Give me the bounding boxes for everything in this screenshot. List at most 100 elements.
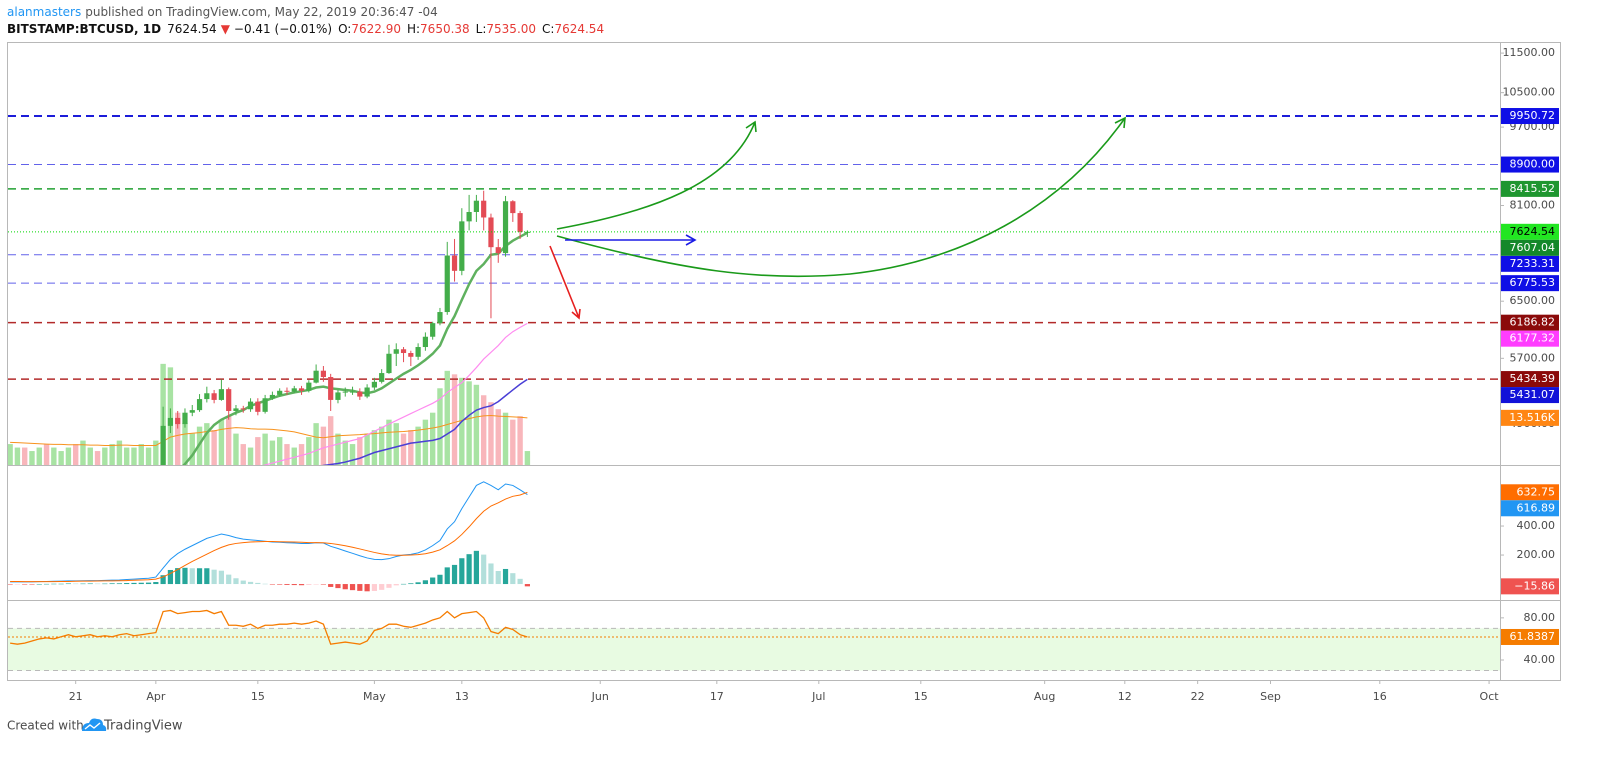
candle-body [218, 389, 225, 400]
histogram-bar [109, 583, 115, 585]
histogram-bar [524, 584, 530, 587]
volume-bar [415, 426, 421, 465]
candle-body [262, 398, 268, 412]
volume-bar [123, 447, 130, 465]
h: 7650.38 [420, 22, 470, 36]
volume-bar [116, 440, 123, 465]
logo[interactable]: TradingView [82, 718, 183, 734]
blue-arrow [565, 234, 697, 246]
volume-bar [51, 447, 57, 465]
histogram-bar [116, 583, 123, 585]
value-box-label: 6177.32 [1510, 332, 1556, 345]
candle-body [393, 349, 399, 354]
value-box [1501, 387, 1559, 404]
histogram-bar [80, 583, 86, 585]
volume-bar [335, 433, 341, 465]
histogram-bar [277, 584, 283, 585]
y-tick-label: 8100.00 [1510, 199, 1556, 212]
value-box [1501, 275, 1559, 292]
histogram-bar [145, 582, 152, 585]
volume-bar [255, 437, 261, 465]
value-box-label: 8900.00 [1510, 158, 1556, 171]
volume-bar [517, 416, 523, 465]
candle-body [415, 347, 421, 357]
candle-body [466, 211, 472, 222]
rsi-pane [8, 609, 1500, 672]
value-box-label: 5431.07 [1510, 388, 1556, 401]
candle-body [204, 393, 210, 400]
frame [7, 42, 1561, 681]
l: 7535.00 [486, 22, 536, 36]
arrowhead [745, 120, 757, 133]
volume-bar [240, 444, 246, 465]
moving-average [182, 231, 528, 465]
histogram-bar [517, 578, 523, 585]
volume-bar [21, 447, 28, 465]
x-tick-label: Jun [591, 690, 609, 703]
histogram-bar [328, 584, 334, 587]
histogram-bar [29, 584, 35, 585]
volume-bar [233, 433, 239, 465]
candle-body [182, 412, 188, 425]
y-tick-label: 40.00 [1524, 653, 1556, 666]
histogram-bar [342, 584, 348, 590]
candle-body [459, 221, 465, 271]
author[interactable]: alanmasters [7, 5, 81, 19]
volume-bar [138, 444, 144, 465]
brand[interactable]: TradingView [103, 719, 183, 734]
green-arc [556, 117, 1126, 278]
green-arc [556, 121, 756, 230]
candle-body [196, 399, 203, 411]
y-tick-label: 200.00 [1517, 548, 1556, 561]
candle-body [473, 200, 479, 212]
y-tick-label: 6500.00 [1510, 294, 1556, 307]
histogram-bar [379, 584, 385, 590]
value-box [1501, 180, 1559, 197]
signal-line [10, 491, 528, 583]
logo-cloud [82, 718, 107, 731]
arrowhead [1114, 116, 1126, 129]
candle-body [349, 391, 356, 393]
volume-bar [262, 433, 268, 465]
candle-body [379, 373, 385, 382]
candle-body [175, 417, 181, 425]
candle-body [247, 401, 254, 410]
histogram-bar [58, 583, 64, 585]
value-box-label: 632.75 [1517, 485, 1556, 498]
volume-bar [131, 447, 137, 465]
volume-bar [327, 416, 334, 465]
value-box-label: 5434.39 [1510, 372, 1556, 385]
y-tick-label: 5700.00 [1510, 351, 1556, 364]
histogram-bar [459, 558, 465, 585]
volume-bar [174, 412, 181, 465]
histogram-bar [87, 583, 93, 585]
x-tick-label: Oct [1480, 690, 1500, 703]
arrow: ▼ [221, 22, 231, 36]
drawings [549, 116, 1126, 320]
o-label: O: [338, 22, 351, 36]
volume-bar [422, 419, 429, 465]
volume-bar [225, 416, 232, 465]
value-box [1501, 239, 1559, 256]
histogram-bar [240, 580, 246, 585]
value-box [1501, 223, 1559, 240]
value-box [1501, 330, 1559, 347]
volume-bar [145, 447, 152, 465]
histogram-bar [415, 582, 421, 585]
candle-body [502, 201, 509, 254]
histogram-bar [451, 564, 458, 585]
axes: 11500.0010500.009700.008100.006500.00570… [69, 46, 1559, 703]
histogram-bar [408, 583, 414, 585]
x-tick-label: 16 [1373, 690, 1387, 703]
volume-bar [444, 370, 450, 465]
volume-bar [393, 423, 399, 465]
histogram-bar [22, 584, 28, 585]
border [7, 42, 1561, 681]
volume-bar [349, 444, 356, 465]
histogram-bar [502, 568, 509, 585]
histogram-bar [73, 583, 79, 585]
candle-body [342, 391, 348, 393]
histogram-bar [189, 568, 195, 585]
histogram-bar [466, 554, 472, 585]
candle-body [357, 391, 363, 397]
